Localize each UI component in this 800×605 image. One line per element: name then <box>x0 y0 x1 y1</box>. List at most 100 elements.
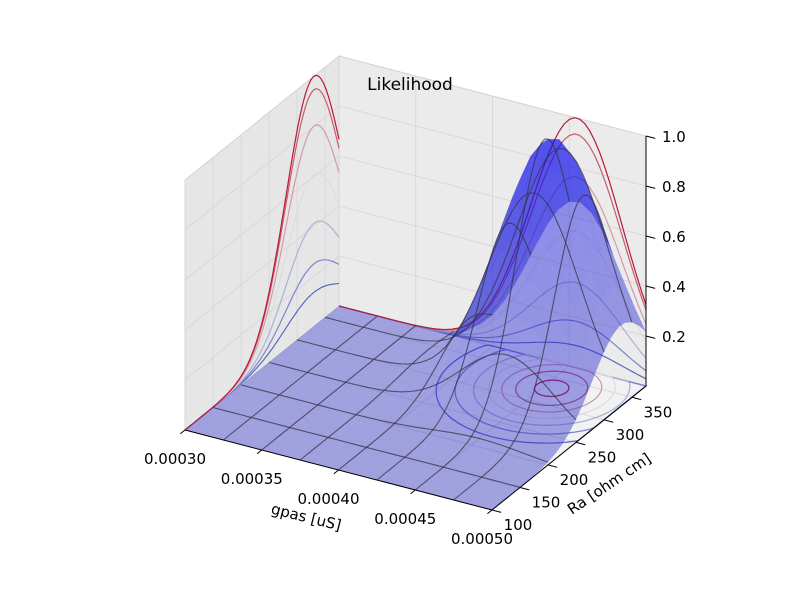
surface-patch <box>494 197 513 250</box>
surface-patch <box>453 316 472 337</box>
surface-patch <box>477 321 496 361</box>
surface-patch <box>405 417 424 428</box>
surface-patch <box>473 294 492 340</box>
surface-patch <box>542 206 561 265</box>
surface-patch <box>461 457 480 467</box>
surface-patch <box>463 383 482 406</box>
x-tick-mark <box>180 429 186 435</box>
surface-patch <box>550 322 569 372</box>
surface-patch <box>416 418 435 429</box>
surface-patch <box>330 365 349 374</box>
surface-patch <box>347 421 366 431</box>
x-tick-mark <box>410 489 416 495</box>
left-gridline-z <box>184 205 340 331</box>
surface-patch <box>363 455 382 465</box>
surface-patch <box>498 204 517 259</box>
y-tick-mark <box>519 486 530 491</box>
surface-patch <box>487 224 506 279</box>
surface-patch <box>457 446 476 457</box>
surface-patch <box>400 382 419 392</box>
x-tick-label: 0.00035 <box>221 470 283 488</box>
surface-patch <box>573 172 592 213</box>
surface-patch <box>540 415 558 439</box>
x-tick-label: 0.00040 <box>297 490 359 508</box>
surface-patch <box>593 305 611 352</box>
surface-patch <box>354 416 373 425</box>
surface-patch <box>315 331 333 340</box>
surface-patch <box>565 388 583 420</box>
surface-patch <box>451 478 470 488</box>
surface-patch <box>507 252 526 286</box>
left-wall-contour <box>184 74 340 431</box>
surface-patch <box>375 397 394 406</box>
z-tick-mark <box>645 135 656 139</box>
surface-patch <box>447 321 466 356</box>
axes <box>180 135 656 515</box>
surface-patch <box>480 258 499 310</box>
surface-patch <box>322 325 340 335</box>
floor-contour <box>501 363 603 413</box>
surface-ridge-line-x <box>261 325 417 451</box>
surface-patch <box>564 257 583 317</box>
surface-patch <box>343 308 361 318</box>
surface-patch <box>368 404 387 413</box>
surface-ridge-line-y <box>212 406 521 488</box>
surface-patch <box>253 427 272 436</box>
surface-patch <box>531 194 550 246</box>
surface-patch <box>393 391 412 400</box>
surface-patch <box>567 183 586 233</box>
surface-patch <box>454 463 473 473</box>
surface-patch <box>192 418 210 428</box>
surface-patch <box>489 409 508 430</box>
surface-patch <box>367 464 386 473</box>
surface-patch <box>571 232 590 291</box>
surface-patch <box>477 493 495 502</box>
surface-ridge-line-x <box>414 138 570 491</box>
surface-patch <box>519 152 538 181</box>
surface-patch <box>458 300 477 343</box>
surface-patch <box>279 441 298 451</box>
surface-patch <box>410 359 429 371</box>
surface-patch <box>533 431 551 450</box>
surface-ridge-line-y <box>240 384 549 463</box>
surface-patch <box>220 396 238 405</box>
surface-patch <box>586 322 604 369</box>
surface-patch <box>387 342 406 351</box>
z-tick-label: 0.8 <box>662 178 686 196</box>
surface-patch <box>466 329 485 367</box>
surface-patch <box>428 448 447 459</box>
surface-patch <box>499 317 518 356</box>
y-tick-label: 200 <box>560 471 589 489</box>
surface-patch <box>376 421 395 430</box>
surface-patch <box>314 413 333 422</box>
surface-patch <box>442 432 461 444</box>
surface-patch <box>332 328 351 338</box>
y-axis-line <box>491 385 647 511</box>
surface-patch <box>501 180 520 227</box>
surface-patch <box>415 385 434 400</box>
surface-patch <box>516 162 535 205</box>
surface-patch <box>266 370 284 380</box>
surface-patch <box>570 153 589 188</box>
surface-patch <box>248 396 267 405</box>
surface-patch <box>394 336 413 345</box>
surface-patch <box>298 379 317 388</box>
surface-patch <box>326 356 345 366</box>
surface-patch <box>213 424 232 433</box>
surface-patch <box>433 481 452 491</box>
surface-patch <box>486 239 505 276</box>
surface-patch <box>409 346 428 352</box>
surface-patch <box>297 356 316 366</box>
surface-patch <box>439 330 458 353</box>
x-tick-label: 0.00050 <box>451 530 513 548</box>
surface-patch <box>286 435 305 445</box>
surface-patch <box>395 441 414 450</box>
surface-patch <box>446 443 465 455</box>
surface-patch <box>475 270 494 302</box>
surface-patch <box>270 402 289 411</box>
surface-patch <box>431 430 450 442</box>
surface-patch <box>370 367 389 376</box>
surface-patch <box>505 174 524 225</box>
surface-patch <box>507 390 526 419</box>
